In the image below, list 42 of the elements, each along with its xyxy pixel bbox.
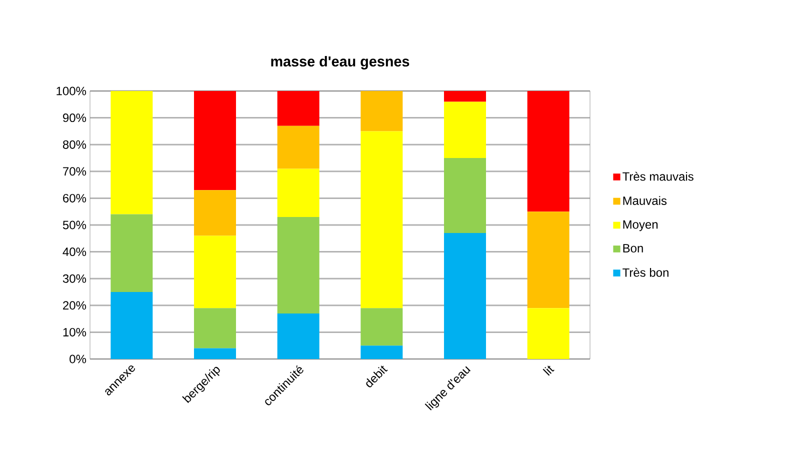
bar bbox=[194, 348, 236, 359]
bar bbox=[444, 102, 486, 158]
bar bbox=[444, 233, 486, 359]
bar bbox=[194, 91, 236, 190]
bar bbox=[360, 131, 403, 308]
y-tick-label: 10% bbox=[63, 328, 86, 336]
y-tick-label: 80% bbox=[62, 140, 86, 149]
bar bbox=[527, 212, 570, 308]
bar bbox=[527, 91, 570, 212]
bar bbox=[444, 91, 486, 102]
bar bbox=[360, 308, 403, 346]
y-tick-label: 100% bbox=[56, 86, 86, 96]
x-tick-label: lit bbox=[542, 366, 554, 376]
chart-title: masse d'eau gesnes bbox=[271, 56, 410, 70]
bar bbox=[277, 168, 320, 217]
y-tick-label: 30% bbox=[62, 274, 86, 283]
bar bbox=[194, 308, 236, 348]
y-tick-label: 40% bbox=[62, 248, 86, 256]
legend-label: Mauvais bbox=[623, 196, 667, 205]
bar bbox=[194, 190, 236, 236]
bar bbox=[277, 91, 320, 126]
y-tick-label: 70% bbox=[63, 167, 86, 176]
legend-label: Moyen bbox=[623, 220, 658, 232]
bar bbox=[444, 158, 486, 234]
y-tick-label: 60% bbox=[63, 194, 86, 202]
bar bbox=[194, 236, 236, 308]
bar bbox=[527, 308, 570, 359]
y-tick-label: 90% bbox=[63, 114, 86, 122]
bar bbox=[360, 346, 403, 359]
bar bbox=[110, 91, 153, 214]
y-tick-label: 50% bbox=[62, 220, 86, 230]
y-tick-label: 20% bbox=[63, 301, 86, 310]
bar bbox=[110, 214, 153, 292]
legend-label: Très mauvais bbox=[622, 172, 694, 181]
y-tick-label: 0% bbox=[70, 354, 86, 364]
legend-label: Très bon bbox=[622, 268, 668, 277]
bar bbox=[277, 313, 320, 359]
bar bbox=[360, 91, 403, 132]
bar bbox=[277, 216, 320, 314]
bar bbox=[277, 126, 320, 169]
legend-label: Bon bbox=[623, 244, 643, 252]
bar bbox=[110, 292, 153, 359]
